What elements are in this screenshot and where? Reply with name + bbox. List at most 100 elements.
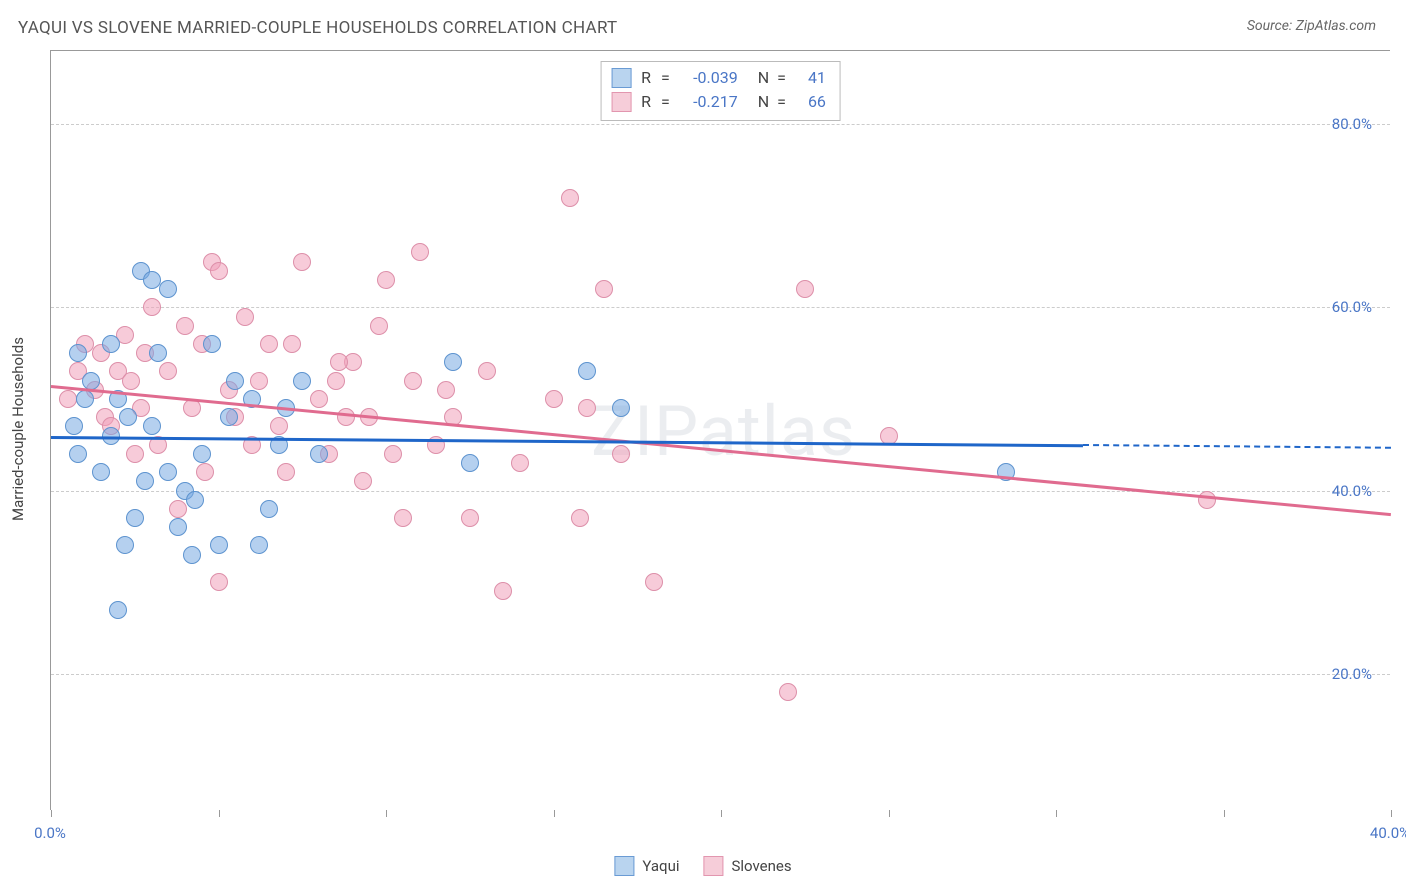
yaqui-point bbox=[92, 463, 110, 481]
yaqui-point bbox=[183, 546, 201, 564]
x-tick-label: 40.0% bbox=[1370, 824, 1406, 842]
slovenes-point bbox=[645, 573, 663, 591]
yaqui-point bbox=[76, 390, 94, 408]
slovenes-point bbox=[122, 372, 140, 390]
r-value: -0.039 bbox=[682, 66, 738, 90]
trend-line bbox=[1083, 444, 1391, 449]
slovenes-point bbox=[404, 372, 422, 390]
slovenes-point bbox=[196, 463, 214, 481]
chart-plot-area: ZIPatlas 20.0%40.0%60.0%80.0%R=-0.039N=4… bbox=[50, 50, 1390, 810]
yaqui-point bbox=[310, 445, 328, 463]
yaqui-point bbox=[260, 500, 278, 518]
yaqui-point bbox=[186, 491, 204, 509]
stats-row-yaqui: R=-0.039N=41 bbox=[611, 66, 826, 90]
equals-sign: = bbox=[661, 66, 670, 90]
yaqui-point bbox=[444, 353, 462, 371]
gridline-h bbox=[51, 124, 1390, 125]
yaqui-point bbox=[82, 372, 100, 390]
equals-sign: = bbox=[777, 90, 786, 114]
yaqui-point bbox=[226, 372, 244, 390]
slovenes-point bbox=[779, 683, 797, 701]
r-label: R bbox=[641, 66, 651, 90]
slovenes-point bbox=[461, 509, 479, 527]
legend-item-slovenes: Slovenes bbox=[703, 856, 791, 876]
correlation-stats-box: R=-0.039N=41R=-0.217N=66 bbox=[600, 61, 841, 121]
n-label: N bbox=[758, 90, 769, 114]
x-tick bbox=[386, 810, 387, 817]
yaqui-swatch bbox=[611, 68, 631, 88]
slovenes-point bbox=[169, 500, 187, 518]
slovenes-point bbox=[377, 271, 395, 289]
slovenes-swatch-icon bbox=[703, 856, 723, 876]
yaqui-point bbox=[250, 536, 268, 554]
slovenes-point bbox=[126, 445, 144, 463]
x-tick bbox=[1224, 810, 1225, 817]
yaqui-point bbox=[210, 536, 228, 554]
y-axis-label: Married-couple Households bbox=[9, 337, 27, 521]
yaqui-point bbox=[461, 454, 479, 472]
slovenes-point bbox=[210, 262, 228, 280]
r-label: R bbox=[641, 90, 651, 114]
y-tick-label: 40.0% bbox=[1332, 482, 1372, 500]
yaqui-swatch-icon bbox=[614, 856, 634, 876]
y-tick-label: 60.0% bbox=[1332, 298, 1372, 316]
slovenes-point bbox=[545, 390, 563, 408]
slovenes-point bbox=[277, 463, 295, 481]
yaqui-point bbox=[116, 536, 134, 554]
slovenes-point bbox=[59, 390, 77, 408]
slovenes-point bbox=[354, 472, 372, 490]
yaqui-point bbox=[159, 463, 177, 481]
slovenes-point bbox=[394, 509, 412, 527]
slovenes-point bbox=[250, 372, 268, 390]
yaqui-point bbox=[578, 362, 596, 380]
slovenes-point bbox=[578, 399, 596, 417]
slovenes-point bbox=[595, 280, 613, 298]
slovenes-point bbox=[571, 509, 589, 527]
equals-sign: = bbox=[777, 66, 786, 90]
chart-title: YAQUI VS SLOVENE MARRIED-COUPLE HOUSEHOL… bbox=[18, 18, 618, 38]
x-tick bbox=[219, 810, 220, 817]
stats-row-slovenes: R=-0.217N=66 bbox=[611, 90, 826, 114]
y-tick-label: 80.0% bbox=[1332, 115, 1372, 133]
gridline-h bbox=[51, 491, 1390, 492]
yaqui-point bbox=[193, 445, 211, 463]
slovenes-point bbox=[327, 372, 345, 390]
yaqui-point bbox=[612, 399, 630, 417]
yaqui-point bbox=[143, 271, 161, 289]
yaqui-point bbox=[109, 601, 127, 619]
slovenes-point bbox=[183, 399, 201, 417]
n-label: N bbox=[758, 66, 769, 90]
r-value: -0.217 bbox=[682, 90, 738, 114]
slovenes-point bbox=[270, 417, 288, 435]
slovenes-point bbox=[561, 189, 579, 207]
slovenes-point bbox=[283, 335, 301, 353]
legend-label: Yaqui bbox=[642, 857, 679, 875]
yaqui-point bbox=[149, 344, 167, 362]
legend-item-yaqui: Yaqui bbox=[614, 856, 679, 876]
yaqui-point bbox=[143, 417, 161, 435]
x-tick bbox=[889, 810, 890, 817]
slovenes-point bbox=[210, 573, 228, 591]
yaqui-point bbox=[203, 335, 221, 353]
yaqui-point bbox=[159, 280, 177, 298]
slovenes-point bbox=[437, 381, 455, 399]
slovenes-point bbox=[384, 445, 402, 463]
x-tick bbox=[1056, 810, 1057, 817]
source-attribution: Source: ZipAtlas.com bbox=[1247, 18, 1376, 34]
slovenes-point bbox=[478, 362, 496, 380]
slovenes-point bbox=[494, 582, 512, 600]
slovenes-point bbox=[1198, 491, 1216, 509]
slovenes-point bbox=[143, 298, 161, 316]
x-tick bbox=[554, 810, 555, 817]
yaqui-point bbox=[293, 372, 311, 390]
slovenes-point bbox=[293, 253, 311, 271]
slovenes-point bbox=[159, 362, 177, 380]
x-tick-label: 0.0% bbox=[34, 824, 66, 842]
x-tick bbox=[51, 810, 52, 817]
yaqui-point bbox=[169, 518, 187, 536]
slovenes-point bbox=[337, 408, 355, 426]
yaqui-point bbox=[136, 472, 154, 490]
slovenes-point bbox=[330, 353, 348, 371]
legend-label: Slovenes bbox=[731, 857, 791, 875]
slovenes-point bbox=[511, 454, 529, 472]
